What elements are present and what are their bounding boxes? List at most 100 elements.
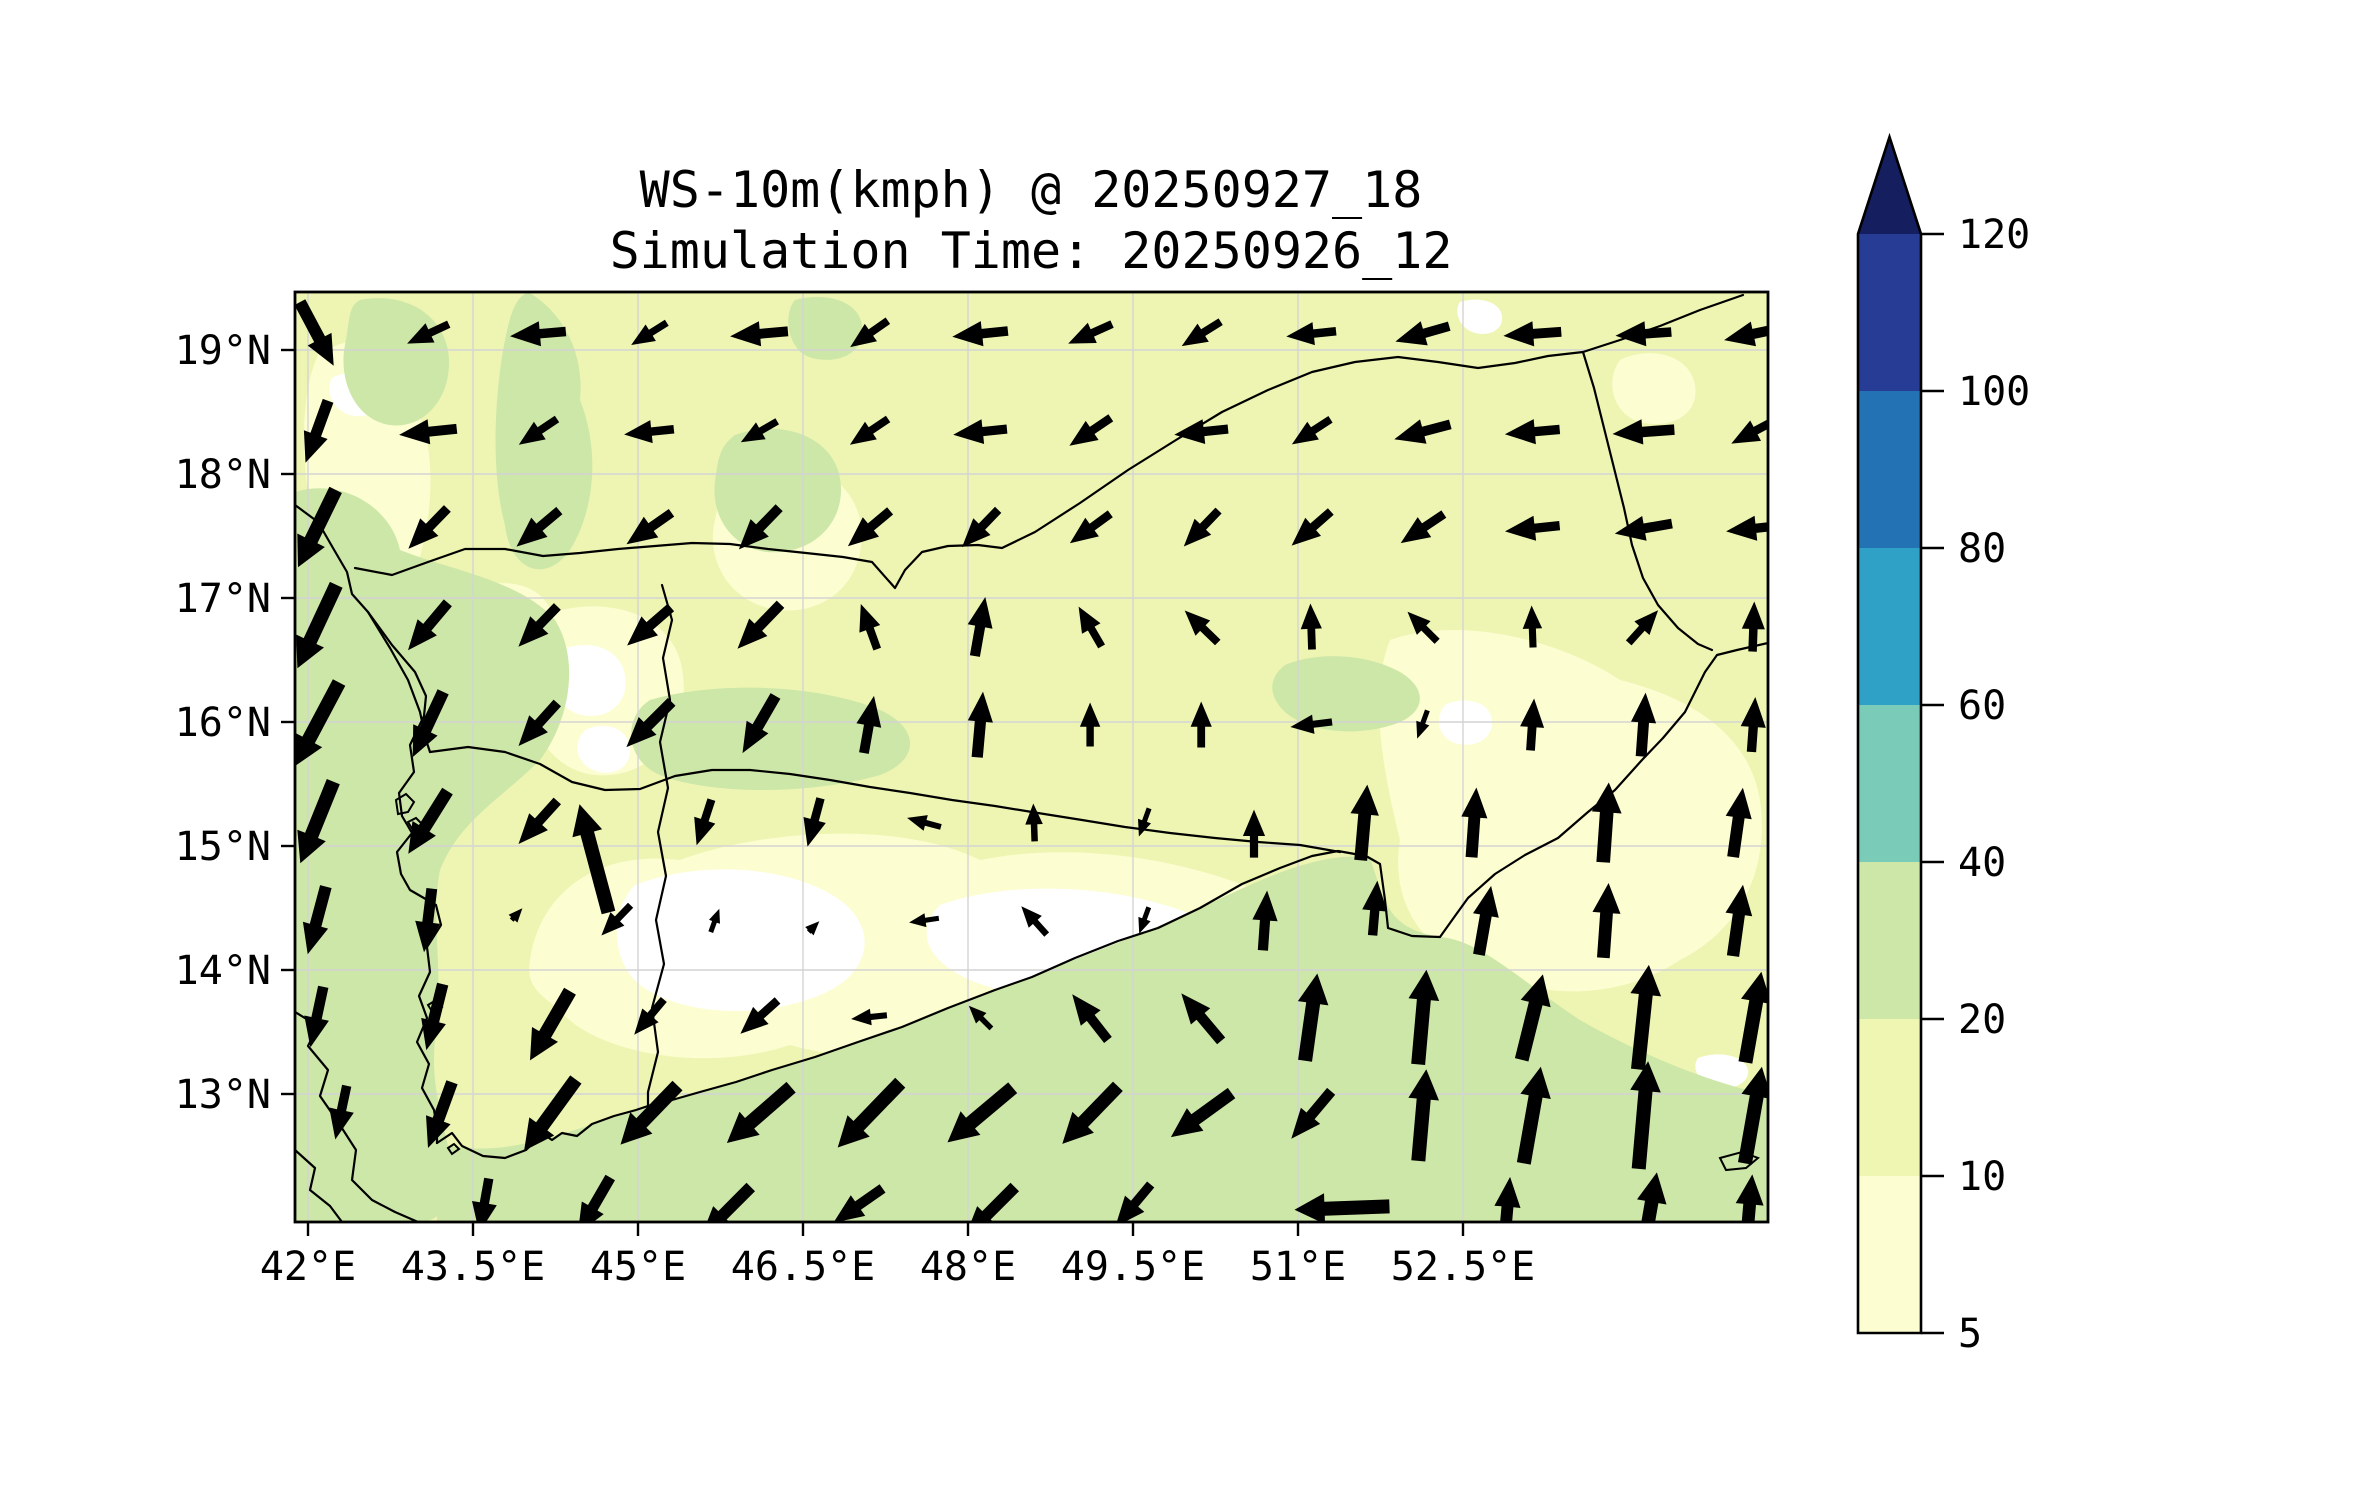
wind-arrow bbox=[1625, 610, 1659, 646]
wind-arrow bbox=[967, 691, 993, 758]
wind-arrow bbox=[408, 505, 451, 549]
x-tick-label: 51°E bbox=[1250, 1244, 1346, 1290]
wind-arrow bbox=[626, 698, 676, 748]
wind-arrow bbox=[1612, 419, 1675, 445]
wind-arrow bbox=[1416, 709, 1430, 739]
wind-arrow bbox=[953, 419, 1008, 444]
wind-arrow bbox=[1725, 787, 1752, 858]
wind-arrow bbox=[1516, 1066, 1551, 1165]
wind-arrow bbox=[737, 600, 785, 649]
contour-patch-5-10 bbox=[1612, 353, 1696, 425]
wind-arrow bbox=[1740, 697, 1766, 753]
wind-arrow bbox=[859, 604, 881, 651]
wind-arrow bbox=[304, 985, 329, 1048]
wind-arrow bbox=[1407, 611, 1440, 644]
wind-arrow bbox=[706, 1182, 755, 1222]
wind-arrow bbox=[726, 1081, 796, 1143]
wind-arrow bbox=[516, 506, 563, 547]
wind-arrow bbox=[1614, 516, 1673, 541]
wind-arrow bbox=[295, 679, 346, 767]
contour-patch-20-40 bbox=[788, 297, 863, 360]
wind-arrow bbox=[730, 321, 789, 347]
wind-arrow bbox=[1461, 787, 1488, 858]
wind-arrow bbox=[1726, 515, 1768, 541]
wind-arrow bbox=[1615, 321, 1672, 347]
wind-arrow bbox=[518, 699, 561, 746]
border-internal-ns bbox=[646, 583, 674, 1108]
contour-patch-lt5 bbox=[577, 725, 631, 773]
wind-arrow bbox=[1183, 507, 1222, 547]
wind-arrow bbox=[962, 506, 1002, 548]
coastline-gulf-of-aden bbox=[435, 641, 1768, 1160]
wind-arrow bbox=[1072, 994, 1112, 1043]
colorbar-tick-label: 60 bbox=[1958, 683, 2006, 729]
wind-arrow bbox=[631, 319, 669, 345]
y-tick-label: 17°N bbox=[175, 576, 271, 622]
wind-arrow bbox=[952, 321, 1009, 347]
x-tick-label: 52.5°E bbox=[1391, 1244, 1536, 1290]
colorbar-segment bbox=[1858, 705, 1921, 862]
wind-arrow bbox=[1290, 714, 1333, 734]
wind-arrow bbox=[856, 695, 882, 754]
wind-arrow bbox=[530, 987, 576, 1061]
colorbar-segment bbox=[1858, 548, 1921, 705]
wind-arrow bbox=[1062, 1081, 1123, 1144]
y-tick-label: 16°N bbox=[175, 700, 271, 746]
wind-arrow bbox=[303, 398, 334, 463]
colorbar-segment bbox=[1858, 862, 1921, 1019]
wind-arrow bbox=[1630, 964, 1662, 1071]
axis-tick-marks bbox=[281, 348, 1465, 1236]
wind-arrow bbox=[1291, 508, 1334, 546]
wind-arrow bbox=[1025, 803, 1043, 842]
wind-arrow bbox=[1514, 974, 1551, 1062]
island-farasan bbox=[394, 792, 416, 816]
geography-lines bbox=[295, 293, 1768, 1222]
wind-arrow bbox=[1408, 1069, 1439, 1162]
colorbar-segment bbox=[1858, 1019, 1921, 1176]
border-oman-yemen bbox=[1581, 350, 1714, 652]
wind-arrow bbox=[1631, 692, 1657, 757]
contour-patch-lt5 bbox=[1457, 299, 1503, 335]
wind-arrow bbox=[1520, 698, 1545, 751]
colorbar: 5 10 20 40 60 80 100 120 bbox=[1856, 132, 2030, 1357]
wind-arrow bbox=[1078, 606, 1105, 649]
map-panel: 42°E 43.5°E 45°E 46.5°E 48°E 49.5°E 51°E 52.5°E… bbox=[175, 290, 1770, 1290]
wind-arrow bbox=[572, 804, 616, 915]
wind-arrow bbox=[620, 1080, 683, 1145]
wind-arrow bbox=[626, 509, 675, 545]
y-tick-label: 14°N bbox=[175, 948, 271, 994]
colorbar-tick-label: 100 bbox=[1958, 369, 2030, 415]
wind-arrow bbox=[1291, 1087, 1336, 1139]
wind-arrow bbox=[849, 415, 891, 445]
wind-arrow bbox=[1494, 1176, 1521, 1222]
x-tick-label: 45°E bbox=[590, 1244, 686, 1290]
wind-arrow bbox=[1021, 906, 1050, 937]
contour-patch-20-40 bbox=[631, 687, 910, 790]
wind-arrow bbox=[412, 689, 449, 758]
wind-arrow bbox=[508, 908, 523, 923]
wind-arrow bbox=[399, 419, 458, 445]
wind-arrow bbox=[510, 321, 567, 347]
border-internal-ew bbox=[428, 745, 1342, 854]
contour-patch-lt5 bbox=[553, 644, 626, 716]
wind-arrow bbox=[847, 507, 894, 547]
wind-arrow bbox=[851, 1008, 888, 1026]
y-tick-label: 19°N bbox=[175, 328, 271, 374]
wind-arrow bbox=[850, 317, 891, 348]
x-tick-label: 42°E bbox=[260, 1244, 356, 1290]
wind-arrow bbox=[1522, 605, 1543, 648]
wind-arrow bbox=[1591, 782, 1622, 863]
wind-arrow bbox=[408, 787, 453, 854]
y-tick-label: 13°N bbox=[175, 1072, 271, 1118]
colorbar-tick-label: 10 bbox=[1958, 1154, 2006, 1200]
wind-arrow bbox=[407, 320, 451, 344]
wind-arrow bbox=[1735, 1174, 1764, 1222]
wind-arrow bbox=[1300, 603, 1322, 650]
wind-arrow bbox=[907, 815, 942, 831]
wind-arrow bbox=[1181, 993, 1226, 1045]
x-tick-label: 43.5°E bbox=[401, 1244, 546, 1290]
colorbar-segment bbox=[1858, 1176, 1921, 1333]
wind-arrow bbox=[296, 581, 343, 669]
coastline-red-sea bbox=[295, 503, 443, 1145]
